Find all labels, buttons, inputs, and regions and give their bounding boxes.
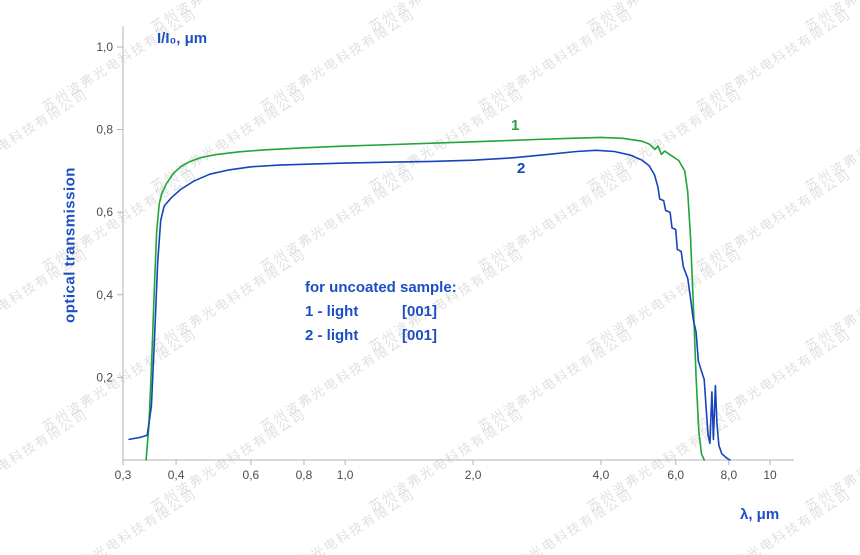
x-tick-label: 2,0 — [465, 468, 482, 482]
annotation-title: for uncoated sample: — [305, 279, 457, 296]
x-tick-label: 1,0 — [337, 468, 354, 482]
annotation-line-1: 1 - light [001] — [305, 300, 457, 324]
x-tick-label: 0,4 — [168, 468, 185, 482]
y-tick-label: 1,0 — [96, 40, 113, 54]
x-tick-label: 10 — [763, 468, 777, 482]
x-tick-label: 0,3 — [115, 468, 132, 482]
annotation-line-1-label: 1 - light — [305, 303, 359, 320]
x-tick-label: 4,0 — [593, 468, 610, 482]
y-axis-title: optical transmission — [61, 167, 79, 323]
annotation-line-2-value: [001] — [402, 327, 438, 344]
x-tick-label: 0,6 — [243, 468, 260, 482]
y-tick-label: 0,2 — [96, 370, 113, 384]
annotation-line-2-label: 2 - light — [305, 327, 359, 344]
x-tick-label: 6,0 — [667, 468, 684, 482]
annotation-line-1-value: [001] — [402, 303, 438, 320]
x-tick-label: 0,8 — [296, 468, 313, 482]
series-2-label: 2 — [517, 160, 526, 177]
y-axis-unit-label: I/I₀, μm — [157, 30, 208, 47]
x-tick-label: 8,0 — [720, 468, 737, 482]
series-line-2 — [128, 149, 731, 461]
y-tick-label: 0,4 — [96, 288, 113, 302]
annotation-block: for uncoated sample: 1 - light [001] 2 - … — [305, 276, 457, 348]
x-axis-unit-label: λ, μm — [740, 506, 780, 523]
y-tick-label: 0,8 — [96, 123, 113, 137]
series-line-1 — [145, 136, 705, 461]
annotation-line-2: 2 - light [001] — [305, 324, 457, 348]
y-tick-label: 0,6 — [96, 205, 113, 219]
series-1-label: 1 — [511, 117, 520, 134]
